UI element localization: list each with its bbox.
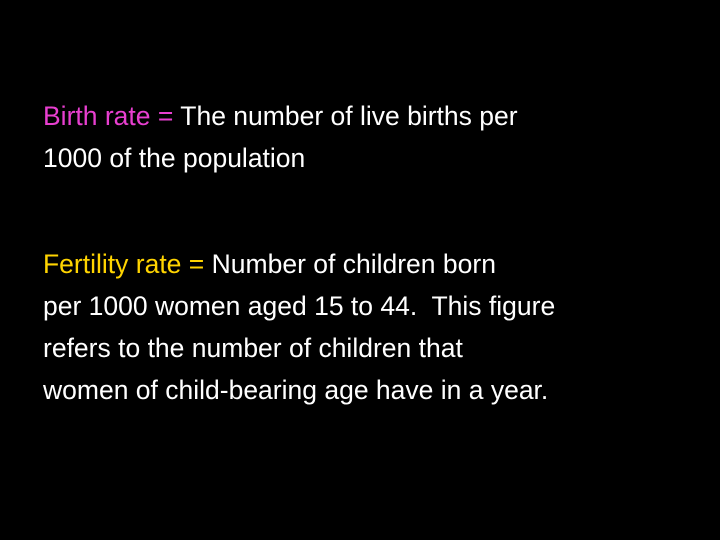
equals-sign: = <box>188 249 205 279</box>
definition: Birth rate = The number of live births p… <box>43 95 703 179</box>
definition-line: per 1000 women aged 15 to 44. This figur… <box>43 285 703 327</box>
definition-text: refers to the number of children that <box>43 333 463 363</box>
definitions: Birth rate = The number of live births p… <box>43 95 703 475</box>
definition-text: Number of children born <box>211 249 496 279</box>
definition-line: refers to the number of children that <box>43 327 703 369</box>
definition-line: 1000 of the population <box>43 137 703 179</box>
definition-line: women of child-bearing age have in a yea… <box>43 369 703 411</box>
definition-text: The number of live births per <box>180 101 518 131</box>
definition-text: women of child-bearing age have in a yea… <box>43 375 549 405</box>
definition: Fertility rate = Number of children born… <box>43 243 703 411</box>
definition-line: Fertility rate = Number of children born <box>43 243 703 285</box>
term: Fertility rate <box>43 249 182 279</box>
definition-line: Birth rate = The number of live births p… <box>43 95 703 137</box>
equals-sign: = <box>157 101 174 131</box>
term: Birth rate <box>43 101 151 131</box>
definition-text: 1000 of the population <box>43 143 306 173</box>
definition-text: per 1000 women aged 15 to 44. This figur… <box>43 291 556 321</box>
